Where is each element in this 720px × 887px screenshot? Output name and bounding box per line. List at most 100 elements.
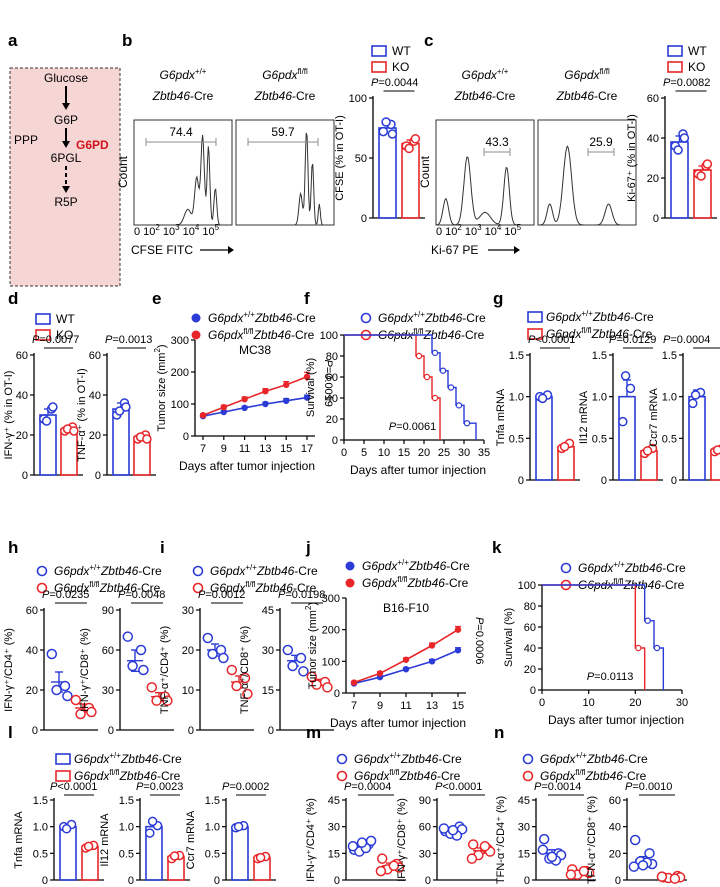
label-part: Zbtb46 — [99, 581, 138, 595]
data-point — [255, 852, 266, 863]
y-tick-label: 60 — [16, 350, 28, 362]
label-part: -Cre — [158, 752, 182, 766]
label-part: =0.0023 — [143, 781, 183, 793]
label-part: G6pdx — [210, 564, 246, 578]
legend-swatch — [560, 562, 572, 574]
label-part: P — [371, 77, 379, 89]
bar — [378, 127, 397, 219]
chart-i1: 0 10 20 30 P=0.0012 TNF-α⁺/CD4⁺ (%) — [159, 589, 254, 737]
label-part: +/+ — [613, 560, 625, 569]
data-point — [637, 860, 649, 871]
label-part: -Cre — [292, 311, 316, 325]
data-point — [86, 706, 97, 718]
data-point — [83, 841, 94, 852]
censor-mark — [447, 384, 455, 391]
y-tick-label: 1.0 — [592, 392, 607, 404]
x-tick-label: 11 — [400, 700, 411, 712]
data-point — [122, 631, 134, 642]
label-part: G6pdx — [74, 752, 110, 766]
label-part: +/+ — [575, 751, 587, 760]
x-tick-label: 11 — [239, 443, 250, 455]
y-tick-label: 15 — [518, 848, 530, 860]
chart-d2: 0 20 40 60 P=0.0013 TNF-α⁺ (% in OT-I) — [76, 334, 156, 482]
y-tick-label: 0 — [108, 725, 114, 737]
data-point — [565, 869, 577, 880]
panel-a-pathway: Glucose G6P 6PGL R5P PPP G6PD — [9, 67, 121, 287]
data-point — [146, 682, 158, 693]
data-point — [226, 664, 238, 676]
x-tick-label: 0 — [539, 697, 545, 709]
axis-ylabel: Ccr7 mRNA — [648, 388, 660, 447]
legend-label: KO — [688, 60, 705, 74]
legend-label: G6pdx+/+Zbtb46-Cre — [362, 558, 470, 573]
label-part: 0 10 — [436, 226, 457, 238]
label-part: G6pdx — [74, 769, 110, 783]
label-part: Zbtb46 — [454, 89, 493, 103]
y-tick-label: 0 — [334, 875, 340, 887]
chart-j: 0 100 200 300 7 9 11 13 15 B16-F10 P=0.0006 Tumor s… — [304, 593, 485, 730]
legend-swatch — [371, 61, 387, 73]
axis-ylabel: CFSE (% in OT-I) — [334, 115, 346, 201]
label-part: 3 — [477, 223, 482, 232]
label-part: fl/fl — [389, 768, 399, 777]
y-tick-label: 90 — [419, 795, 431, 807]
y-tick-label: 30 — [518, 822, 530, 834]
legend-label: WT — [688, 44, 707, 58]
label-part: -Cre — [291, 328, 315, 342]
data-point — [702, 159, 713, 169]
histogram-frame — [435, 119, 535, 226]
p-value: P=0.0010 — [625, 781, 672, 793]
axis-ylabel: TNF-α⁺ (% in OT-I) — [76, 368, 88, 461]
legend-label: G6pdxfl/flZbtb46-Cre — [354, 768, 461, 783]
histogram-trace — [236, 132, 334, 226]
p-value: P=0.0023 — [136, 781, 183, 793]
p-value: P=0.0019 — [322, 359, 334, 406]
label-part: P — [663, 77, 671, 89]
label-part: Zbtb46 — [152, 89, 191, 103]
label-part: +/+ — [497, 67, 509, 76]
arrow-head — [514, 246, 520, 254]
chart-n2: 0 20 40 60 P=0.0010 TFN-α⁺/CD8⁺ (%) — [586, 781, 687, 887]
legend-swatch — [35, 329, 51, 341]
data-point — [559, 441, 570, 452]
axis-ylabel: Survival (%) — [305, 358, 317, 417]
y-tick-label: 0 — [128, 875, 134, 887]
data-point — [467, 839, 479, 850]
label-part: Zbtb46 — [100, 564, 139, 578]
y-tick-label: 0.5 — [592, 433, 607, 445]
data-point — [233, 821, 244, 832]
label-part: P — [322, 359, 334, 367]
label-part: G6pdx — [362, 576, 398, 590]
label-part: fl/fl — [243, 327, 253, 336]
g6pd-label: G6PD — [76, 138, 109, 152]
data-point — [673, 145, 683, 155]
histogram-frame — [537, 119, 637, 226]
chart-m2: 0 30 60 90 P<0.0001 IFN-γ⁺/CD8⁺ (%) — [396, 781, 497, 887]
label-part: Zbtb46 — [253, 328, 292, 342]
y-tick-label: 1.0 — [119, 822, 134, 834]
label-part: =0.0235 — [49, 589, 89, 601]
label-part: +/+ — [89, 563, 101, 572]
y-tick-label: 60 — [102, 645, 114, 657]
panel-letter-n: n — [494, 723, 504, 742]
panel-flow: G6pdx+/+Zbtb46-Cre74.4G6pdxfl/flZbtb46-C… — [116, 44, 411, 257]
y-tick-label: 0 — [518, 475, 524, 487]
y-tick-label: 0 — [95, 470, 101, 482]
label-part: =0.0061 — [396, 421, 436, 433]
data-point — [41, 416, 52, 426]
y-tick-label: 0 — [268, 725, 274, 737]
label-part: P — [118, 589, 126, 601]
p-value: P=0.0198 — [278, 589, 325, 601]
y-tick-label: 0 — [615, 875, 621, 887]
chart-c_bar: 0 20 40 60 P=0.0082 Ki-67⁺ (% in OT-I) — [626, 77, 717, 225]
label-part: -Cre — [138, 564, 162, 578]
y-tick-label: 0 — [601, 475, 607, 487]
panel-letter-m: m — [306, 723, 321, 742]
y-tick-label: 15 — [328, 848, 340, 860]
label-part: Zbtb46 — [399, 769, 438, 783]
label-part: +/+ — [245, 563, 257, 572]
histogram-trace — [436, 156, 534, 226]
